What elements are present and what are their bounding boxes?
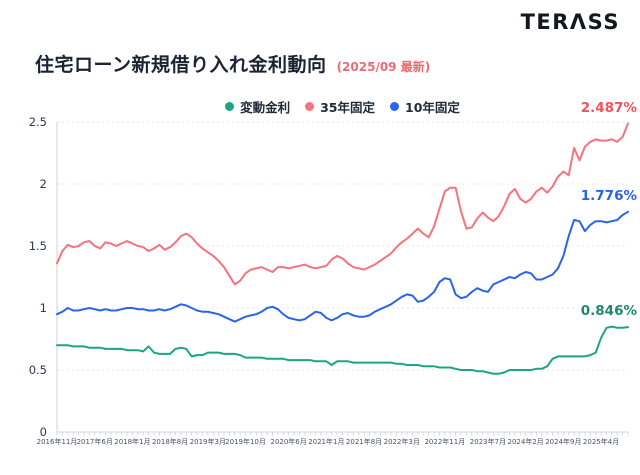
y-axis-tick-label: 2 <box>39 177 47 191</box>
x-axis-tick-label: 2021年8月 <box>345 438 383 446</box>
x-axis-tick-label: 2020年6月 <box>270 438 307 446</box>
end-value-label-変動金利: 0.846% <box>580 303 637 320</box>
page-title: 住宅ローン新規借り入れ金利動向 <box>35 54 327 76</box>
x-axis-tick-label: 2017年6月 <box>76 438 113 446</box>
series-line-変動金利 <box>56 325 629 375</box>
x-axis-tick-label: 2018年1月 <box>114 438 151 446</box>
legend-item-変動金利: 変動金利 <box>225 97 290 116</box>
legend-label: 10年固定 <box>405 100 460 115</box>
x-axis-tick-label: 2025年4月 <box>582 438 620 446</box>
x-axis-tick-label: 2022年3月 <box>383 438 420 446</box>
y-axis-tick-label: 0 <box>39 425 47 439</box>
y-axis-tick-label: 2.5 <box>28 115 47 129</box>
series-line-10年固定 <box>56 210 629 323</box>
title-row: 住宅ローン新規借り入れ金利動向 (2025/09 最新) <box>35 50 430 77</box>
y-axis-tick-label: 1.5 <box>28 239 47 253</box>
legend-dot-icon <box>305 102 315 111</box>
x-axis-tick-label: 2022年11月 <box>424 438 466 446</box>
legend-dot-icon <box>225 102 235 111</box>
x-axis-tick-label: 2021年1月 <box>308 438 345 446</box>
x-axis-tick-label: 2023年7月 <box>469 438 507 446</box>
end-value-label-35年固定: 2.487% <box>580 99 637 116</box>
end-value-label-10年固定: 1.776% <box>580 187 637 204</box>
terass-logo: TERΛSS <box>520 10 620 34</box>
legend-dot-icon <box>390 102 399 111</box>
x-axis-tick-label: 2019年10月 <box>225 438 266 446</box>
x-axis-tick-label: 2016年11月 <box>36 438 78 446</box>
chart-legend: 変動金利 35年固定 10年固定 <box>57 97 628 116</box>
y-axis-tick-label: 0.5 <box>28 363 47 377</box>
y-axis-tick-label: 1 <box>39 301 47 315</box>
x-axis-tick-label: 2024年9月 <box>545 438 582 446</box>
series-line-35年固定 <box>56 122 629 286</box>
legend-label: 35年固定 <box>320 100 375 115</box>
legend-label: 変動金利 <box>240 100 291 115</box>
x-axis-tick-label: 2024年2月 <box>507 438 544 446</box>
x-axis-tick-label: 2018年8月 <box>151 438 189 446</box>
x-axis-tick-label: 2019年3月 <box>189 438 226 446</box>
legend-item-10年固定: 10年固定 <box>390 97 460 116</box>
legend-item-35年固定: 35年固定 <box>305 97 375 116</box>
title-date-note: (2025/09 最新) <box>336 60 431 74</box>
